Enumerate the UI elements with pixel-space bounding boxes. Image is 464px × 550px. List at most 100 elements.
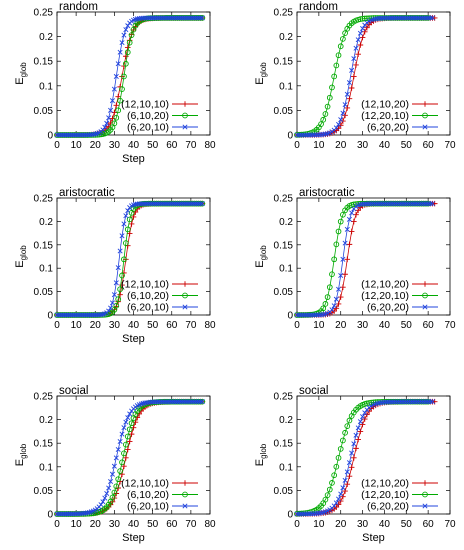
data-point [305, 132, 311, 138]
data-point [192, 399, 198, 405]
data-point [79, 312, 85, 318]
data-point [109, 471, 115, 477]
data-point [322, 301, 329, 307]
x-tick-label: 50 [401, 519, 413, 530]
legend-label: (12,10,20) [361, 99, 409, 111]
data-point [83, 312, 89, 318]
y-tick-label: 0.25 [274, 8, 294, 19]
data-point [138, 15, 144, 21]
x-tick-label: 50 [147, 519, 159, 530]
series-(6,20,10) [54, 399, 205, 517]
data-point [123, 213, 129, 219]
legend: (12,10,20)(12,20,10)(6,20,20) [361, 279, 438, 314]
data-point [301, 511, 307, 517]
data-point [152, 399, 158, 405]
data-point [399, 15, 405, 21]
legend-label: (6,10,20) [127, 489, 169, 501]
data-point [109, 494, 116, 501]
data-point [333, 463, 340, 470]
data-point [186, 15, 192, 21]
data-point [326, 94, 333, 101]
data-point [90, 131, 96, 137]
data-point [196, 399, 202, 405]
data-point [346, 241, 353, 248]
data-point [144, 201, 150, 207]
y-tick-label: 0 [47, 510, 53, 521]
data-point [125, 208, 131, 214]
data-point [169, 15, 175, 21]
legend-marker [182, 503, 188, 509]
plot-frame [296, 11, 451, 136]
data-point [113, 455, 119, 461]
data-point [375, 201, 381, 207]
data-point [115, 93, 121, 100]
data-point [349, 67, 355, 73]
data-point [342, 30, 348, 36]
data-point [423, 399, 429, 405]
data-point [186, 399, 192, 405]
data-point [65, 132, 71, 138]
data-point [106, 308, 112, 314]
data-point [117, 97, 123, 104]
data-point [113, 73, 119, 79]
x-tick-label: 10 [71, 140, 83, 151]
data-point [331, 503, 337, 509]
data-point [188, 201, 194, 207]
data-point [104, 490, 110, 497]
legend-label: (6,20,10) [127, 501, 169, 513]
data-point [408, 15, 414, 21]
data-point [62, 511, 68, 517]
data-point [190, 399, 196, 405]
data-point [115, 446, 121, 452]
data-point [405, 399, 411, 405]
data-point [146, 201, 152, 207]
data-point [171, 201, 177, 207]
x-tick-label: 80 [204, 519, 216, 530]
data-point [379, 15, 385, 21]
data-point [128, 431, 135, 437]
legend: (12,10,10)(6,10,20)(6,20,10) [121, 99, 198, 134]
data-point [414, 15, 420, 21]
data-point [329, 84, 335, 91]
data-point [71, 312, 77, 318]
data-point [296, 312, 302, 318]
x-tick-label: 20 [90, 519, 102, 530]
legend-label: (12,10,20) [361, 279, 409, 291]
data-point [351, 218, 357, 225]
data-point [331, 303, 337, 309]
data-point [401, 201, 407, 207]
data-point [58, 511, 64, 517]
legend-marker [182, 101, 188, 107]
legend-marker [422, 480, 428, 486]
data-point [138, 201, 144, 207]
data-point [357, 419, 363, 425]
data-point [182, 201, 188, 207]
data-point [165, 201, 171, 207]
y-tick-label: 0.05 [274, 106, 294, 117]
subplot-1: 0 10 20 30 40 50 60 70 80 0 0.05 0.1 0.15 0.2 0.25 rand… [14, 1, 216, 165]
data-point [124, 226, 131, 233]
data-point [62, 312, 68, 318]
data-point [373, 201, 379, 207]
data-point [119, 431, 125, 437]
x-tick-label: 60 [166, 320, 178, 331]
data-point [301, 132, 307, 138]
data-point [159, 15, 165, 21]
data-point [176, 399, 182, 405]
x-tick-label: 80 [204, 140, 216, 151]
data-point [355, 37, 361, 43]
data-point [425, 399, 431, 405]
x-tick-label: 30 [357, 320, 369, 331]
data-point [360, 25, 366, 31]
legend-marker [182, 491, 188, 498]
data-point [405, 15, 411, 21]
y-tick-label: 0.2 [39, 217, 53, 228]
y-tick-label: 0.1 [39, 264, 53, 275]
data-point [71, 511, 77, 517]
data-point [416, 201, 422, 207]
data-point [65, 312, 71, 318]
x-tick-label: 30 [357, 140, 369, 151]
data-point [165, 15, 171, 21]
subplot-2: 0 10 20 30 40 50 60 70 0 0.05 0.1 0.15 0.2 0.25 random… [254, 1, 456, 151]
